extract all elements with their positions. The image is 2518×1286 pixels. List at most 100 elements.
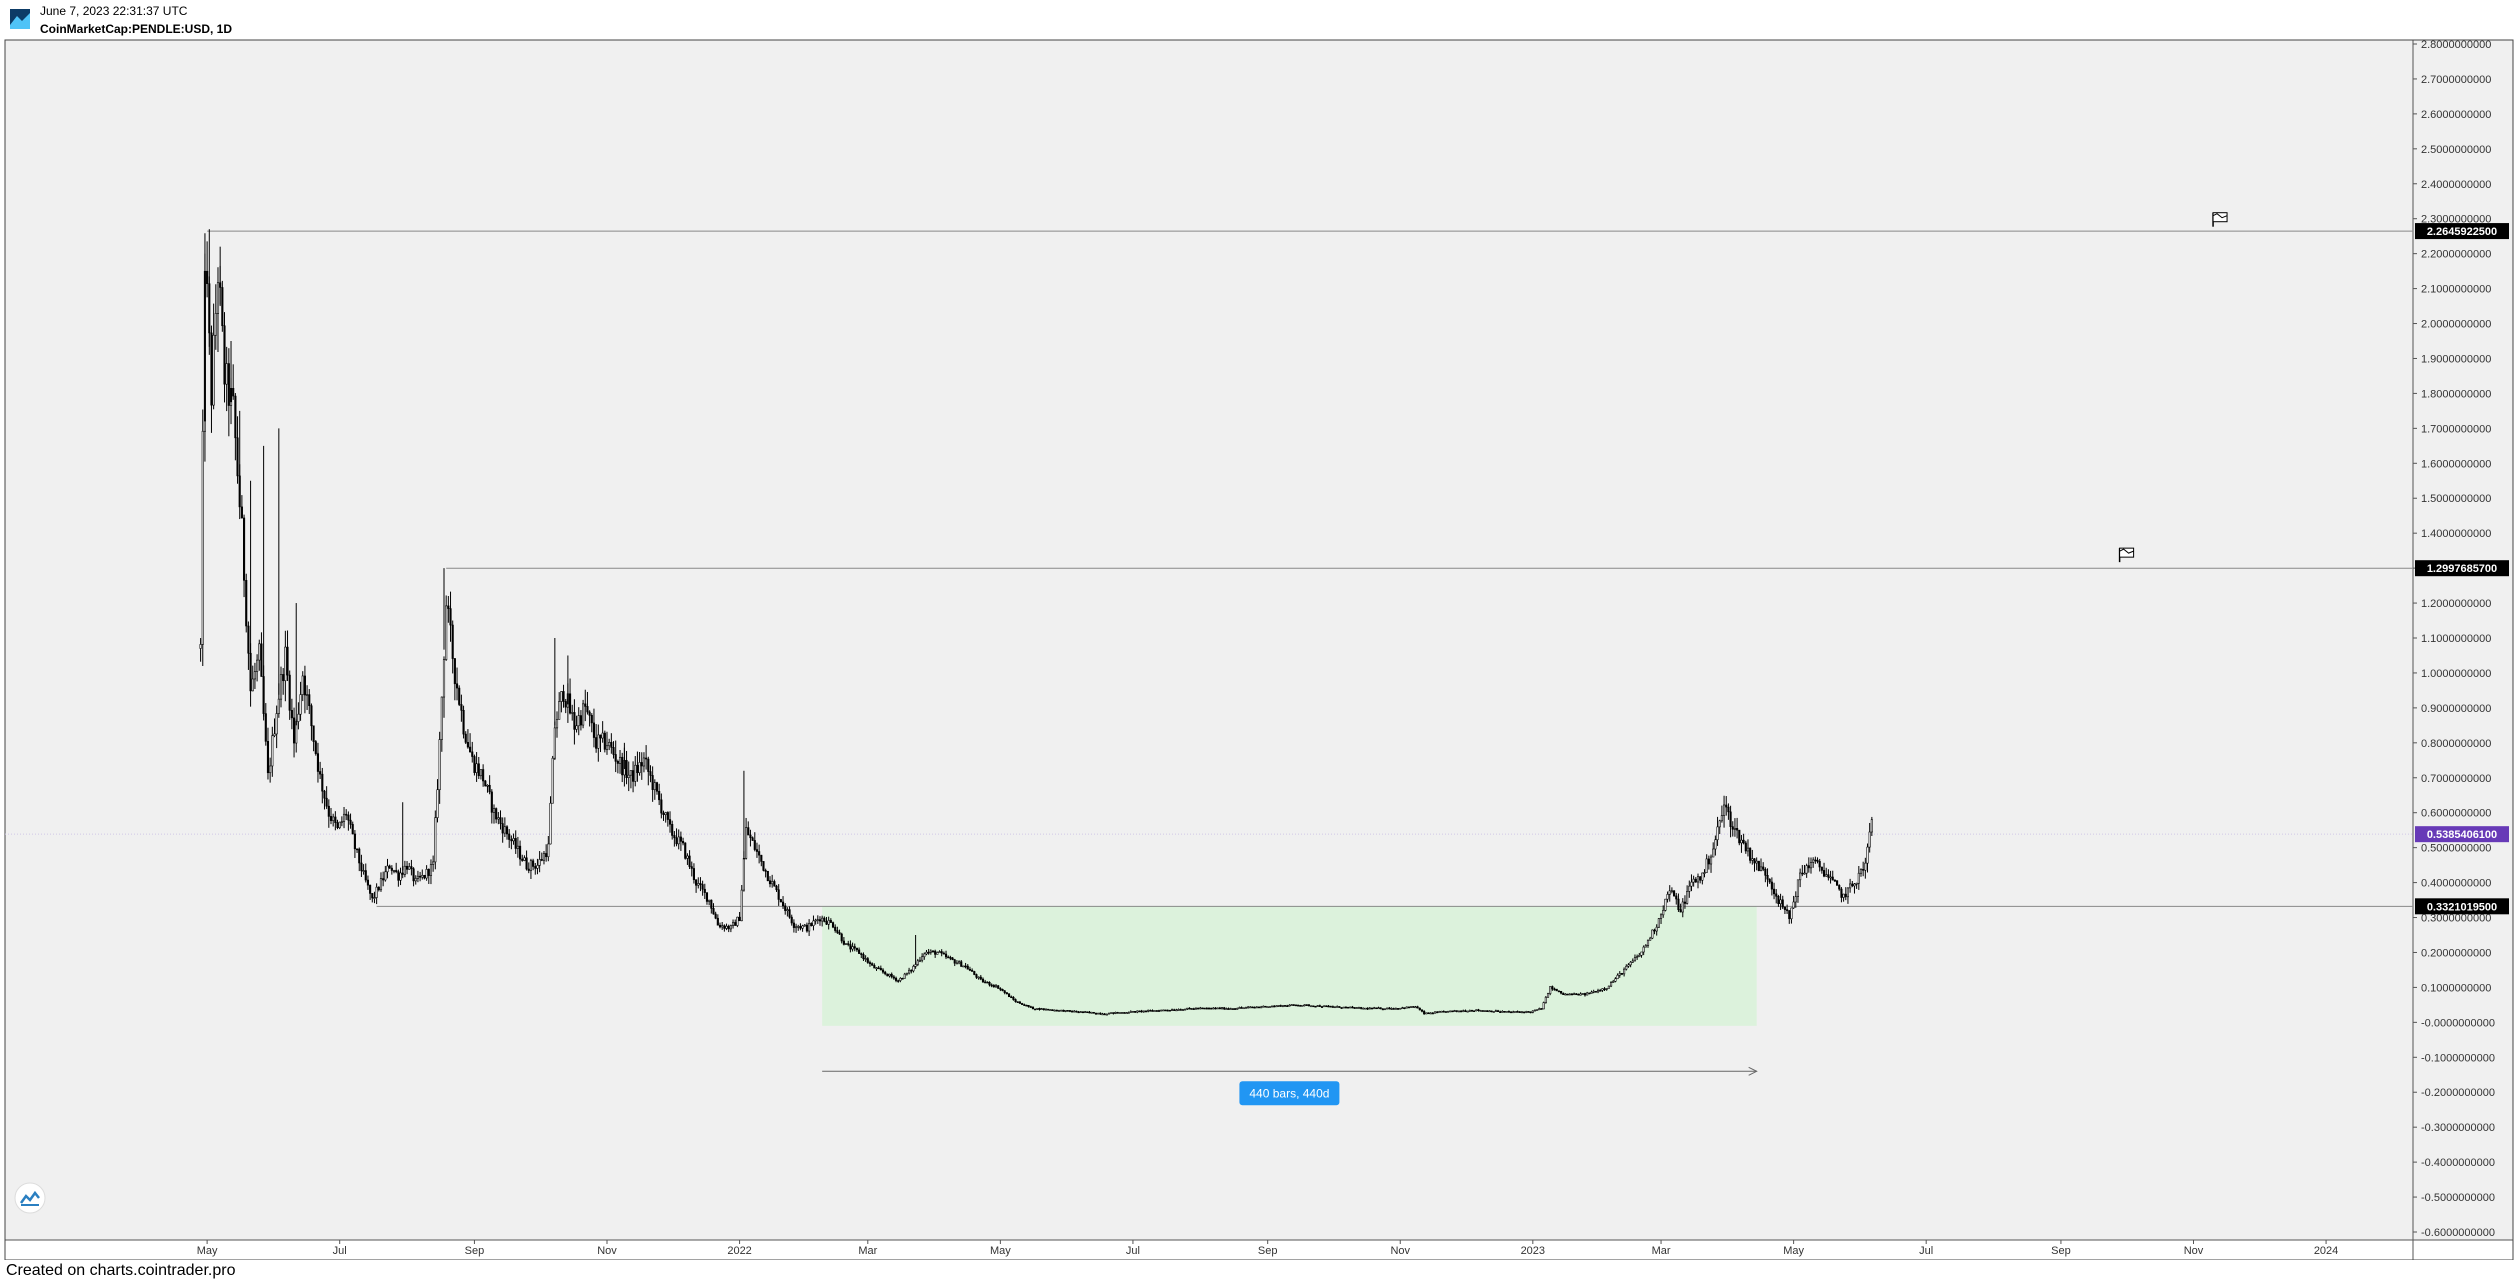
candle (1312, 1005, 1315, 1008)
candle (1814, 856, 1817, 864)
candle-body (1603, 988, 1606, 991)
candle (221, 280, 224, 332)
candle-body (571, 712, 574, 714)
candle (1023, 1003, 1026, 1006)
candle (519, 840, 522, 866)
candle (1772, 882, 1776, 900)
candle-body (1364, 1007, 1367, 1010)
candle (655, 781, 659, 795)
candle-body (912, 966, 915, 972)
candle (1151, 1009, 1154, 1012)
candle (1596, 988, 1600, 994)
candle (1753, 858, 1756, 872)
candle-body (1794, 896, 1797, 903)
candle (536, 858, 539, 875)
candle-body (588, 711, 591, 716)
candle (634, 756, 637, 787)
candle-body (1455, 1010, 1458, 1012)
candle (1764, 867, 1767, 883)
candle (434, 810, 437, 870)
flag-icon[interactable] (2118, 547, 2135, 563)
candle-body (1853, 883, 1856, 887)
date-range-box[interactable] (822, 906, 1757, 1026)
flag-icon[interactable] (2212, 212, 2228, 227)
candle (1625, 964, 1628, 971)
candle-body (1740, 839, 1743, 844)
candle-body (1355, 1007, 1358, 1009)
candle (710, 899, 713, 914)
candle-body (1190, 1008, 1193, 1010)
candle (534, 862, 537, 875)
candle-body (1447, 1010, 1450, 1013)
candle-body (1851, 883, 1854, 887)
candle-body (1123, 1012, 1126, 1014)
candle-body (458, 687, 461, 705)
candle (1575, 993, 1578, 996)
candle-body (949, 957, 952, 959)
candle-body (664, 812, 667, 815)
candle (877, 965, 880, 970)
candle (1349, 1006, 1352, 1009)
candle (347, 811, 350, 831)
candle (1025, 1004, 1028, 1007)
candle-body (1579, 993, 1582, 996)
candle (1292, 1004, 1295, 1006)
candle-body (1407, 1006, 1411, 1009)
candle (1766, 868, 1769, 887)
price-chart[interactable]: 440 bars, 440d 2.80000000002.70000000002… (0, 38, 2518, 1260)
candle (1075, 1010, 1078, 1013)
candle (1388, 1006, 1391, 1010)
candle (836, 926, 839, 934)
candle (1655, 924, 1658, 936)
candle (440, 696, 443, 752)
candle (1379, 1007, 1382, 1010)
candle-body (1134, 1010, 1137, 1013)
candle-body (1192, 1008, 1195, 1010)
candle (1383, 1008, 1387, 1011)
candle (508, 829, 511, 848)
candle-body (1018, 1001, 1021, 1004)
y-tick-label: 0.9000000000 (2421, 703, 2491, 715)
candle-body (536, 865, 539, 869)
candle (1053, 1009, 1056, 1012)
candle-body (1533, 1009, 1537, 1012)
candle (1668, 885, 1671, 902)
candle (484, 779, 487, 787)
candle (1164, 1009, 1167, 1012)
candle-body (1436, 1011, 1439, 1014)
candle (1077, 1010, 1080, 1014)
candle-body (1162, 1009, 1165, 1012)
candle (332, 813, 335, 827)
candle-body (521, 858, 524, 861)
candle (595, 724, 598, 753)
candle-body (1736, 828, 1739, 831)
candle (1864, 857, 1867, 879)
candle-body (1001, 988, 1004, 992)
candle-body (1590, 991, 1593, 994)
y-tick-label: 2.2000000000 (2421, 249, 2491, 261)
candle (364, 863, 367, 883)
candle (1714, 835, 1717, 856)
candle-body (1320, 1006, 1324, 1008)
candle-body (597, 734, 600, 749)
candle (453, 658, 456, 701)
candle-body (786, 909, 789, 911)
candle-body (1223, 1007, 1226, 1010)
candle (1288, 1004, 1291, 1007)
candle (1360, 1006, 1363, 1010)
candle-body (214, 313, 217, 336)
candle (814, 918, 817, 925)
candle-body (390, 867, 393, 871)
candle-body (1333, 1006, 1337, 1009)
candle (232, 364, 235, 400)
candle (1307, 1004, 1311, 1007)
candle-body (414, 878, 417, 882)
candle (1234, 1008, 1237, 1010)
candle (562, 684, 565, 708)
candle (1223, 1006, 1226, 1010)
candle-body (1757, 860, 1760, 871)
y-tick-label: 0.3000000000 (2421, 913, 2491, 925)
candle-body (382, 878, 385, 881)
candle-body (332, 816, 335, 821)
candle (1462, 1009, 1465, 1013)
